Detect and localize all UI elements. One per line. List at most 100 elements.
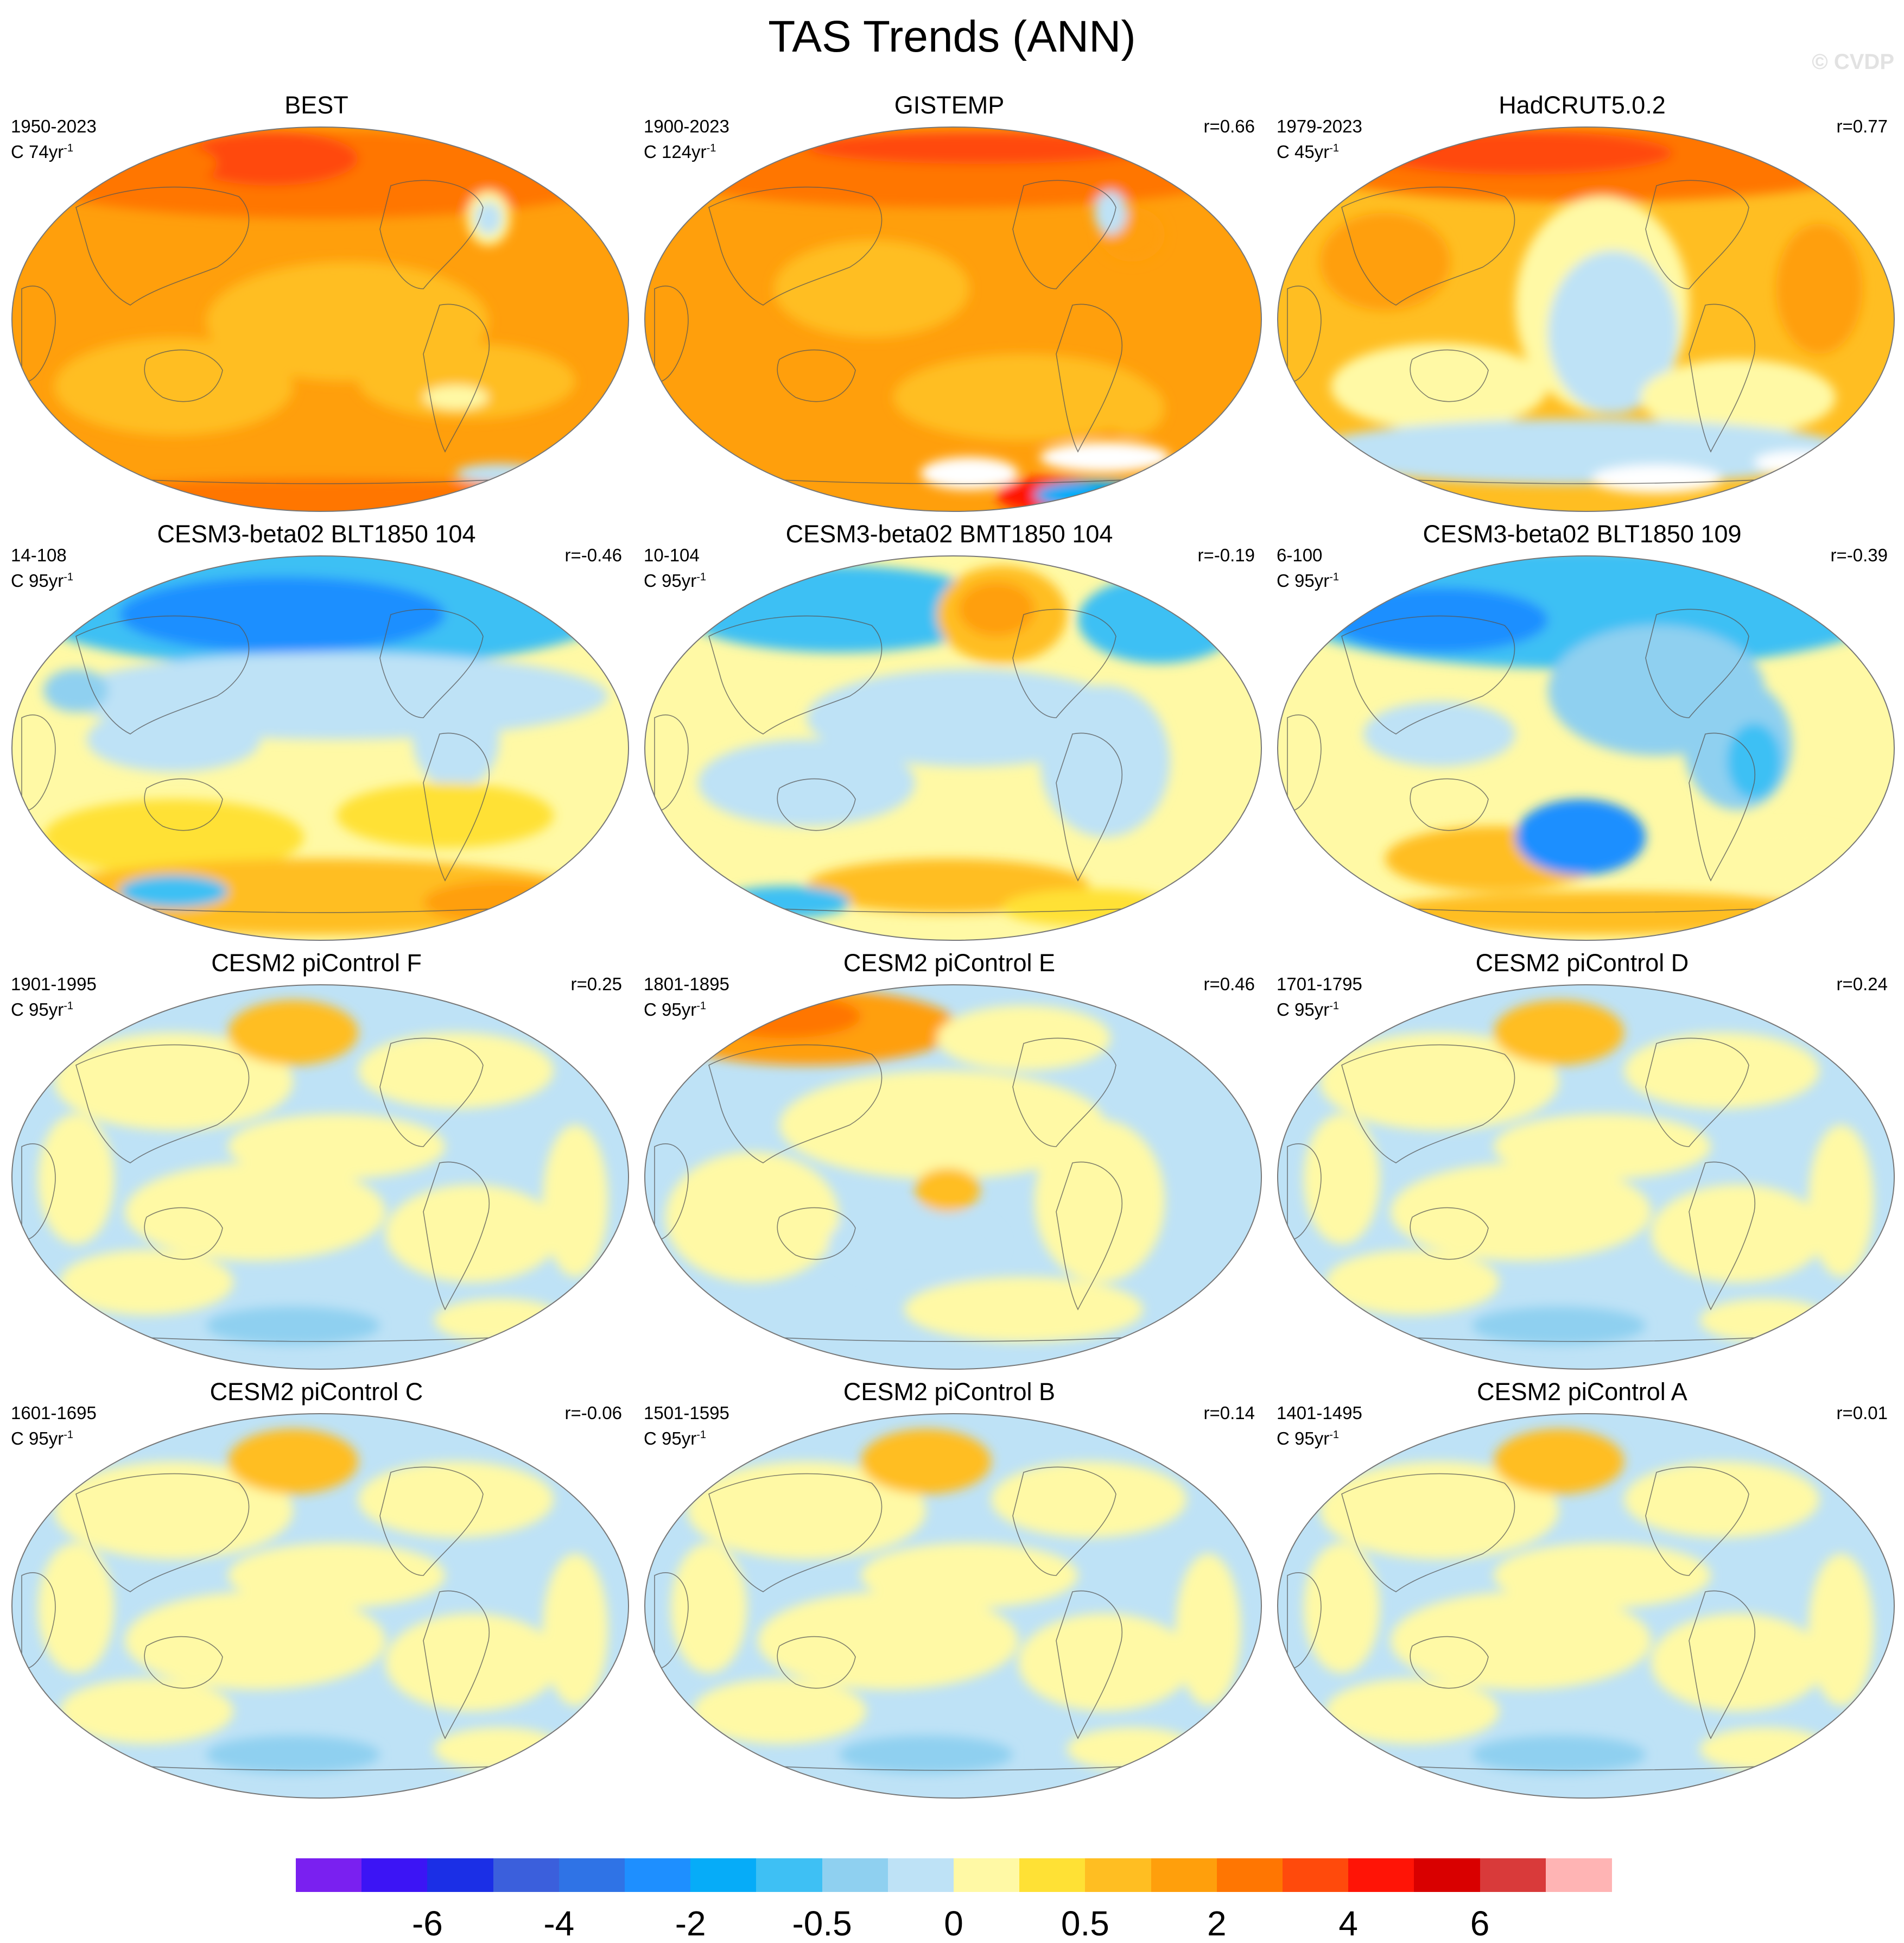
trend-region bbox=[1325, 1250, 1499, 1315]
panel-units-text: C 95yr bbox=[644, 1428, 697, 1448]
colorbar-swatch bbox=[625, 1858, 691, 1892]
coastline bbox=[708, 1473, 883, 1592]
coastline bbox=[777, 1636, 856, 1689]
coastline bbox=[144, 778, 223, 831]
coastline bbox=[1410, 1207, 1489, 1260]
map-plot bbox=[644, 555, 1262, 941]
coastline bbox=[1341, 1473, 1515, 1592]
coastline bbox=[379, 180, 484, 289]
trend-region bbox=[1034, 1119, 1165, 1282]
map-plot bbox=[11, 555, 629, 941]
trend-region bbox=[434, 1299, 564, 1342]
trend-region bbox=[671, 1543, 747, 1673]
coastline bbox=[1341, 615, 1515, 735]
trend-region bbox=[921, 457, 1018, 490]
panel-units: C 45yr-1 bbox=[1277, 138, 1339, 162]
map-panel: CESM2 piControl B 1501-1595 C 95yr-1 r=0.14 bbox=[633, 1378, 1266, 1807]
map-frame bbox=[1277, 984, 1895, 1370]
trend-region bbox=[412, 691, 499, 788]
trend-region bbox=[54, 1033, 293, 1130]
trend-region bbox=[687, 1461, 926, 1559]
colorbar-swatch bbox=[427, 1858, 494, 1892]
map-frame bbox=[11, 984, 629, 1370]
trend-region bbox=[1067, 1727, 1197, 1771]
panel-correlation: r=-0.19 bbox=[1197, 545, 1255, 565]
coastline bbox=[1012, 1037, 1116, 1147]
map-panel: BEST 1950-2023 C 74yr-1 bbox=[0, 91, 633, 520]
map-plot bbox=[644, 984, 1262, 1370]
coastline bbox=[1341, 1044, 1515, 1163]
coastline bbox=[654, 1143, 689, 1241]
trend-region bbox=[1494, 1543, 1711, 1608]
trend-region bbox=[1309, 419, 1852, 484]
map-panel: CESM3-beta02 BLT1850 104 14-108 C 95yr-1 r=… bbox=[0, 520, 633, 949]
trend-region bbox=[60, 1250, 233, 1315]
coastline bbox=[1410, 349, 1489, 402]
panel-period: 14-108 bbox=[11, 545, 67, 565]
trend-region bbox=[358, 343, 575, 419]
coastline bbox=[654, 1572, 689, 1669]
colorbar-swatch bbox=[1348, 1858, 1414, 1892]
colorbar-swatch bbox=[954, 1858, 1020, 1892]
colorbar-swatch bbox=[822, 1858, 888, 1892]
panel-title: CESM3-beta02 BLT1850 104 bbox=[157, 520, 476, 548]
panel-title: CESM2 piControl F bbox=[211, 949, 422, 977]
coastline bbox=[1410, 778, 1489, 831]
coastline bbox=[777, 778, 856, 831]
coastline bbox=[423, 1590, 490, 1739]
trend-region bbox=[1515, 799, 1646, 875]
panel-units-exponent: -1 bbox=[706, 142, 716, 154]
trend-region bbox=[720, 886, 850, 919]
panel-units-text: C 95yr bbox=[1277, 571, 1330, 591]
panel-period: 1979-2023 bbox=[1277, 116, 1362, 136]
trend-region bbox=[475, 202, 502, 235]
coastline bbox=[1056, 732, 1123, 882]
panel-period: 1900-2023 bbox=[644, 116, 729, 136]
map-plot bbox=[11, 126, 629, 512]
panel-units-exponent: -1 bbox=[64, 1000, 73, 1012]
panel-units-text: C 95yr bbox=[11, 1428, 64, 1448]
coastline bbox=[1056, 1161, 1123, 1311]
colorbar-label: 0 bbox=[944, 1904, 963, 1943]
trend-region bbox=[904, 1277, 1143, 1342]
map-frame bbox=[644, 555, 1262, 941]
panel-title: GISTEMP bbox=[894, 91, 1005, 119]
trend-region bbox=[1808, 1125, 1874, 1277]
panel-title: CESM2 piControl B bbox=[843, 1378, 1056, 1406]
coastline bbox=[1689, 1590, 1756, 1739]
panel-period: 1701-1795 bbox=[1277, 974, 1362, 994]
panel-period: 1950-2023 bbox=[11, 116, 97, 136]
coastline bbox=[21, 714, 56, 812]
panel-title: CESM3-beta02 BLT1850 109 bbox=[1423, 520, 1742, 548]
trend-region bbox=[125, 1163, 385, 1261]
panel-units-text: C 45yr bbox=[1277, 142, 1330, 162]
panel-units-text: C 95yr bbox=[644, 571, 697, 591]
trend-region bbox=[1391, 1592, 1651, 1689]
map-frame bbox=[11, 126, 629, 512]
trend-region bbox=[1711, 826, 1874, 891]
trend-region bbox=[774, 240, 969, 338]
coastline bbox=[1689, 1161, 1756, 1311]
colorbar-swatch bbox=[690, 1858, 757, 1892]
panel-units: C 95yr-1 bbox=[11, 1425, 73, 1449]
colorbar-swatch bbox=[1414, 1858, 1481, 1892]
panel-units-text: C 124yr bbox=[644, 142, 707, 162]
panel-units: C 74yr-1 bbox=[11, 138, 73, 162]
map-plot bbox=[1277, 1413, 1895, 1799]
coastline bbox=[654, 286, 689, 383]
trend-region bbox=[779, 1071, 1105, 1179]
colorbar-label: 6 bbox=[1470, 1904, 1490, 1943]
trend-region bbox=[1727, 723, 1781, 799]
coastline bbox=[1287, 714, 1322, 812]
coastline bbox=[708, 1044, 883, 1163]
panel-units-exponent: -1 bbox=[696, 1000, 706, 1012]
colorbar-swatch bbox=[1480, 1858, 1546, 1892]
trend-region bbox=[693, 1679, 866, 1744]
coastline bbox=[1012, 180, 1116, 289]
trend-region bbox=[228, 1000, 358, 1065]
trend-region bbox=[861, 1429, 991, 1494]
panel-title: CESM3-beta02 BMT1850 104 bbox=[785, 520, 1113, 548]
coastline bbox=[1287, 1143, 1322, 1241]
panel-period: 6-100 bbox=[1277, 545, 1323, 565]
trend-region bbox=[43, 799, 304, 875]
